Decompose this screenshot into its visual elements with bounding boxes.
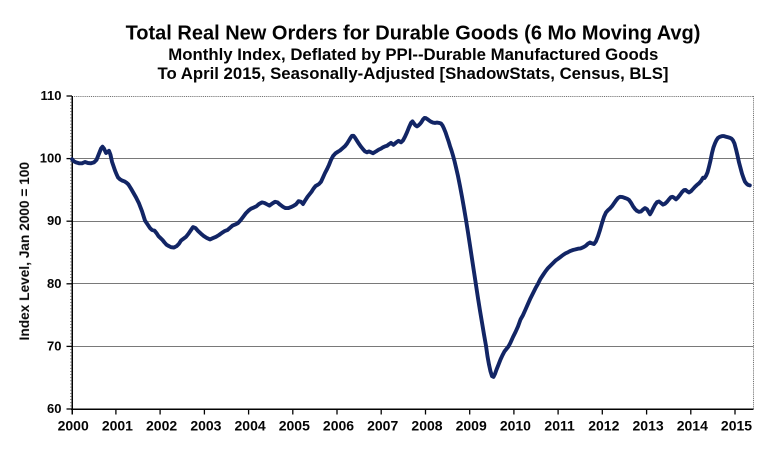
svg-text:2012: 2012 (588, 418, 619, 434)
svg-text:Monthly Index, Deflated by PPI: Monthly Index, Deflated by PPI--Durable … (168, 45, 658, 64)
svg-text:2006: 2006 (323, 418, 354, 434)
svg-text:2015: 2015 (721, 418, 752, 434)
svg-text:70: 70 (47, 338, 61, 353)
svg-text:2008: 2008 (411, 418, 442, 434)
svg-text:110: 110 (41, 88, 62, 103)
svg-text:Index Level, Jan 2000 = 100: Index Level, Jan 2000 = 100 (17, 162, 32, 341)
svg-text:To April 2015, Seasonally-Adju: To April 2015, Seasonally-Adjusted [Shad… (158, 64, 669, 83)
svg-text:2014: 2014 (677, 418, 708, 434)
svg-text:2009: 2009 (456, 418, 487, 434)
svg-text:2013: 2013 (633, 418, 664, 434)
svg-text:2005: 2005 (279, 418, 310, 434)
svg-text:2011: 2011 (544, 418, 575, 434)
svg-text:100: 100 (40, 151, 62, 166)
svg-text:2001: 2001 (102, 418, 133, 434)
svg-text:Total Real New Orders for Dura: Total Real New Orders for Durable Goods … (126, 23, 701, 45)
svg-text:90: 90 (47, 213, 61, 228)
svg-text:2002: 2002 (146, 418, 177, 434)
svg-text:60: 60 (47, 401, 61, 416)
svg-text:2003: 2003 (190, 418, 221, 434)
svg-text:80: 80 (47, 276, 61, 291)
svg-text:2004: 2004 (235, 418, 266, 434)
svg-text:2010: 2010 (500, 418, 531, 434)
svg-text:2007: 2007 (367, 418, 398, 434)
svg-text:2000: 2000 (58, 418, 89, 434)
